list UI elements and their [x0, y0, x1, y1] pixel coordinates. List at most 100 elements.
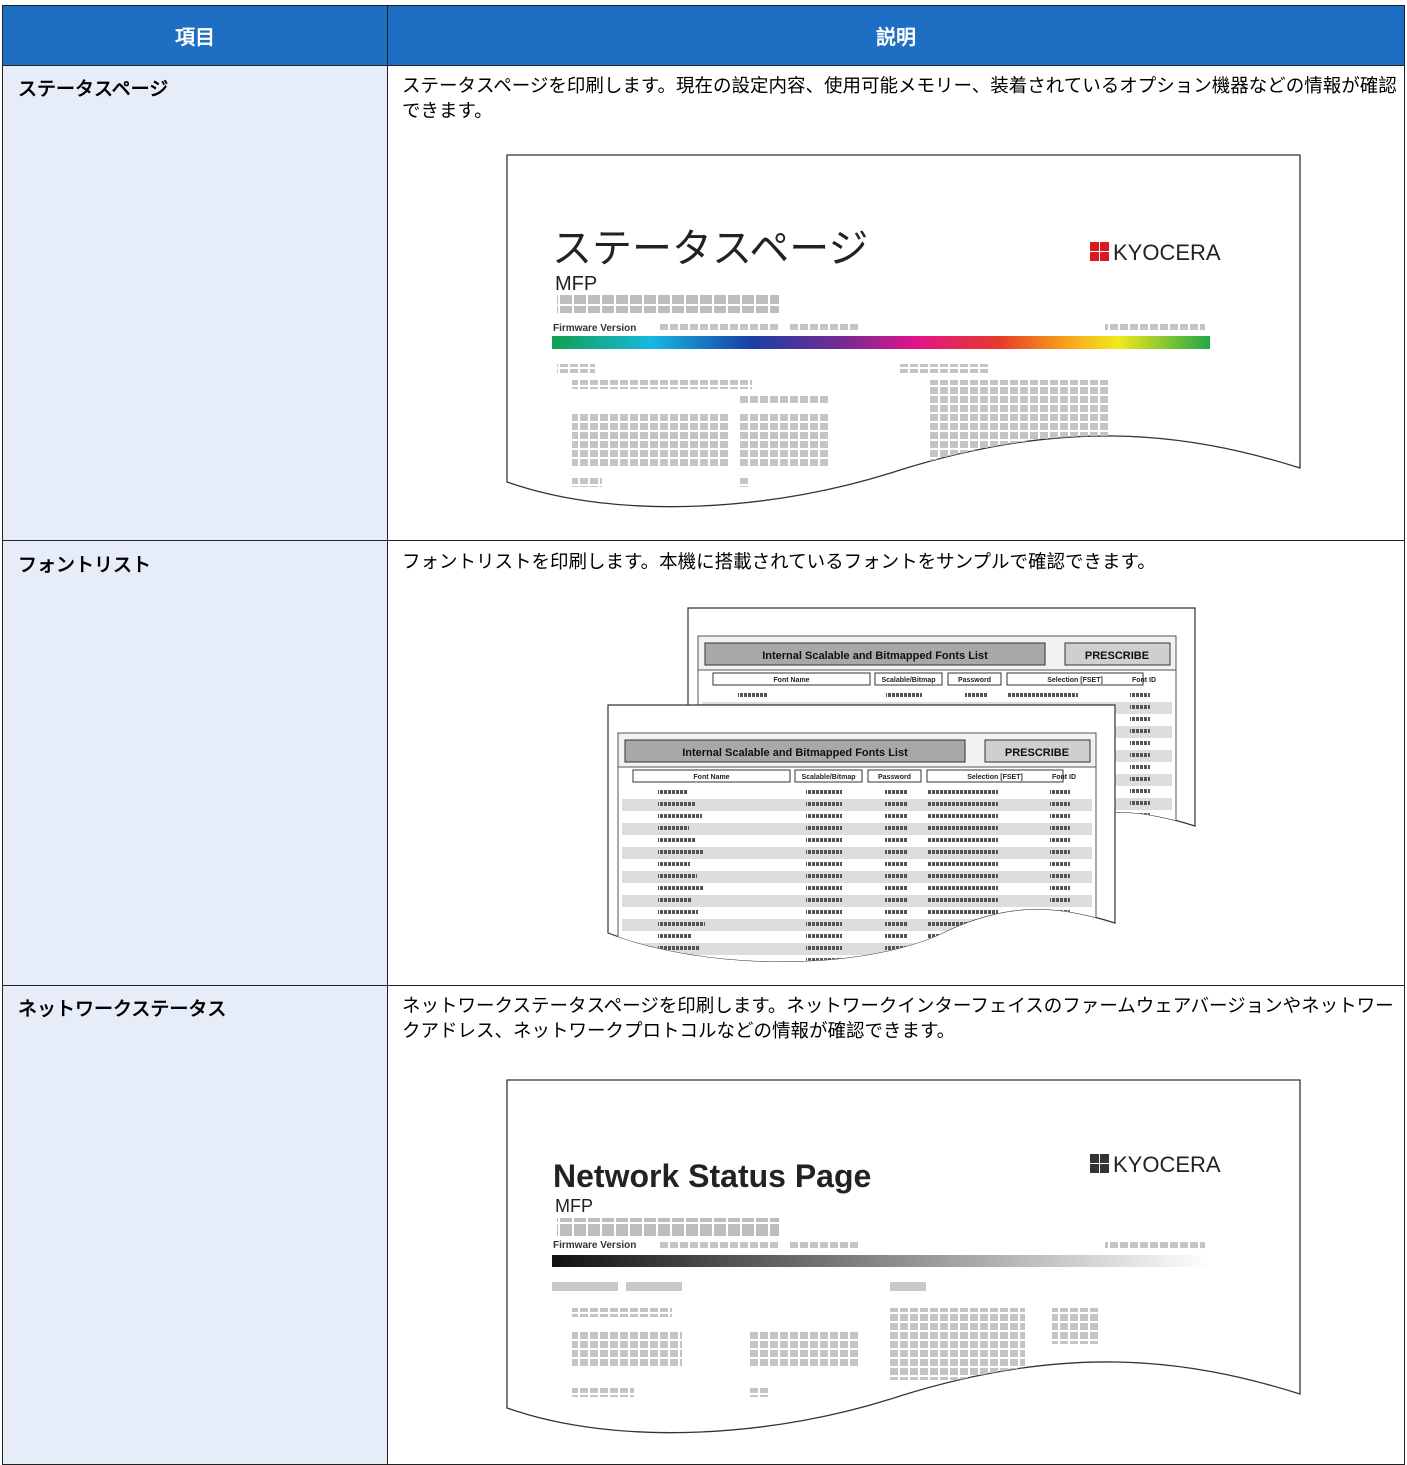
- column-label: Password: [878, 774, 911, 781]
- sample-title: Network Status Page: [553, 1158, 871, 1194]
- placeholder: [1130, 801, 1150, 806]
- logo: KYOCERA: [1090, 240, 1221, 265]
- placeholder: [738, 693, 768, 698]
- column-label: Font ID: [1052, 774, 1076, 781]
- placeholder: [885, 922, 907, 927]
- font-sheet: Internal Scalable and Bitmapped Fonts Li…: [607, 704, 1116, 975]
- placeholder: [658, 850, 703, 855]
- placeholder: [885, 838, 907, 843]
- placeholder: [1050, 790, 1070, 795]
- stripe: [622, 823, 1092, 835]
- placeholder: [1050, 874, 1070, 879]
- placeholder: [658, 958, 706, 962]
- row-cell: [2, 540, 388, 986]
- column-box: [712, 672, 871, 686]
- placeholder: [658, 934, 692, 939]
- placeholder: [1050, 922, 1070, 927]
- column-label: Scalable/Bitmap: [801, 774, 855, 781]
- placeholder: [806, 838, 842, 843]
- placeholder: [1130, 729, 1150, 734]
- placeholder: [1008, 693, 1078, 698]
- column-label: Font Name: [693, 774, 729, 781]
- placeholder: [1050, 958, 1070, 962]
- placeholder: [928, 934, 998, 939]
- placeholder: [658, 874, 697, 879]
- placeholder: [885, 814, 907, 819]
- placeholder: [1050, 886, 1070, 891]
- placeholder: [806, 922, 842, 927]
- row-cell: [2, 65, 388, 541]
- placeholder: [806, 910, 842, 915]
- sample-subtitle: MFP: [555, 273, 597, 295]
- sample-subtitle: MFP: [555, 1196, 593, 1216]
- placeholder: [928, 814, 998, 819]
- placeholder: [1050, 862, 1070, 867]
- placeholder: [885, 934, 907, 939]
- placeholder: [885, 886, 907, 891]
- logo-text: KYOCERA: [1113, 1152, 1221, 1177]
- placeholder: [1130, 777, 1150, 782]
- sample-firmware: Firmware Version: [553, 1240, 636, 1251]
- placeholder: [885, 862, 907, 867]
- placeholder: [885, 910, 907, 915]
- sheet-badge: PRESCRIBE: [1005, 747, 1069, 759]
- placeholder: [1050, 946, 1070, 951]
- placeholder: [928, 862, 998, 867]
- placeholder: [658, 814, 702, 819]
- item-label: ネットワークステータス: [18, 998, 227, 1020]
- placeholder: [806, 970, 842, 975]
- placeholder: [928, 826, 998, 831]
- placeholder: [806, 814, 842, 819]
- placeholder: [806, 898, 842, 903]
- placeholder: [1130, 693, 1150, 698]
- placeholder: [658, 838, 696, 843]
- placeholder: [1050, 970, 1070, 975]
- placeholder: [658, 826, 689, 831]
- column-label: Font ID: [1132, 677, 1156, 684]
- placeholder: [658, 898, 691, 903]
- row-cell: [2, 985, 388, 1465]
- placeholder: [658, 862, 690, 867]
- stripe: [622, 895, 1092, 907]
- column-label: Selection [FSET]: [967, 774, 1023, 781]
- placeholder: [965, 693, 987, 698]
- placeholder: [1130, 789, 1150, 794]
- logo: KYOCERA: [1090, 1152, 1221, 1177]
- placeholder: [928, 946, 998, 951]
- placeholder: [928, 874, 998, 879]
- header-item: 項目: [2, 5, 388, 66]
- placeholder: [928, 850, 998, 855]
- description: ステータスページを印刷します。現在の設定内容、使用可能メモリー、装着されているオ…: [402, 76, 1397, 122]
- placeholder: [928, 958, 998, 962]
- placeholder: [806, 874, 842, 879]
- column-box: [947, 672, 1002, 686]
- placeholder: [1130, 753, 1150, 758]
- placeholder: [885, 790, 907, 795]
- logo-text: KYOCERA: [1113, 240, 1221, 265]
- column-box: [794, 769, 863, 783]
- placeholder: [806, 958, 842, 962]
- placeholder: [1050, 826, 1070, 831]
- column-box: [1006, 672, 1144, 686]
- sheet-content: Internal Scalable and Bitmapped Fonts Li…: [617, 732, 1097, 975]
- column-box: [926, 769, 1064, 783]
- placeholder: [806, 850, 842, 855]
- column-label: Scalable/Bitmap: [881, 677, 935, 684]
- column-box: [632, 769, 791, 783]
- placeholder: [886, 693, 922, 698]
- sheet-content: ステータスページ MFP Firmware Version: [552, 227, 1210, 487]
- placeholder: [1050, 934, 1070, 939]
- placeholder: [928, 910, 998, 915]
- title-box: [624, 739, 966, 763]
- sheet-content: Network Status Page MFP Firmware Version: [552, 1158, 1210, 1397]
- sheet-badge: PRESCRIBE: [1085, 650, 1149, 662]
- placeholder: [885, 958, 907, 962]
- placeholder: [928, 790, 998, 795]
- placeholder: [885, 802, 907, 807]
- description: ネットワークステータスページを印刷します。ネットワークインターフェイスのファーム…: [402, 996, 1394, 1042]
- stripe: [622, 931, 1092, 943]
- placeholder: [806, 946, 842, 951]
- placeholder: [658, 886, 704, 891]
